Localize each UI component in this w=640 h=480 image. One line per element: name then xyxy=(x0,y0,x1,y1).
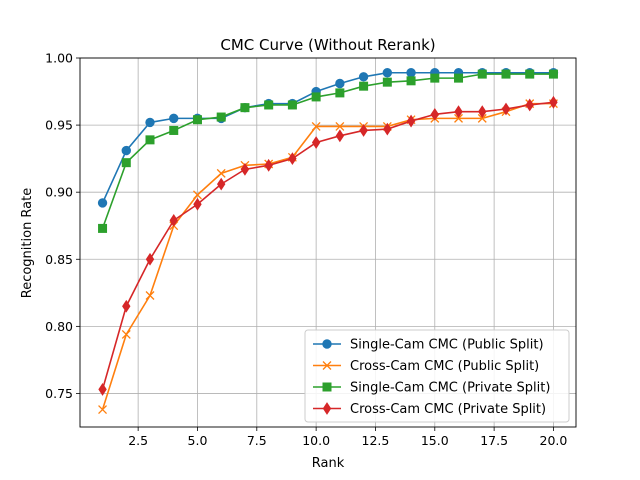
x-tick-label: 17.5 xyxy=(480,433,508,448)
data-point xyxy=(122,299,131,313)
chart-title: CMC Curve (Without Rerank) xyxy=(220,36,435,54)
data-point xyxy=(240,162,250,176)
data-point xyxy=(335,121,345,131)
plot-area: 2.5 5.0 7.5 10.0 12.5 15.0 17.5 20.0 0.75 0.80 0.8… xyxy=(45,51,577,448)
y-tick-label: 0.75 xyxy=(45,386,73,401)
data-point xyxy=(548,69,558,79)
legend-label: Single-Cam CMC (Public Split) xyxy=(350,338,544,353)
data-point xyxy=(98,405,108,415)
y-tick-label: 0.95 xyxy=(45,118,73,133)
data-point xyxy=(478,105,487,119)
y-tick-label: 0.80 xyxy=(45,319,73,334)
data-point xyxy=(192,115,202,125)
data-point xyxy=(169,113,179,124)
legend-item: Cross-Cam CMC (Private Split) xyxy=(313,402,546,417)
data-point xyxy=(383,122,392,136)
data-point xyxy=(145,291,155,300)
legend-marker xyxy=(322,339,332,349)
data-point xyxy=(264,100,274,110)
data-point xyxy=(121,158,131,168)
data-point xyxy=(240,103,250,113)
data-point xyxy=(454,113,463,123)
y-axis-label: Recognition Rate xyxy=(20,188,35,299)
y-tick-label: 0.90 xyxy=(45,185,73,200)
data-point xyxy=(549,95,558,109)
x-tick-label: 15.0 xyxy=(421,433,449,448)
legend-item: Single-Cam CMC (Public Split) xyxy=(313,338,544,353)
x-tick-label: 2.5 xyxy=(128,433,148,448)
data-point xyxy=(311,121,321,131)
data-point xyxy=(217,177,226,191)
data-point xyxy=(406,76,416,86)
data-point xyxy=(477,69,487,79)
data-point xyxy=(169,213,178,227)
data-point xyxy=(311,92,321,102)
data-point xyxy=(501,69,511,79)
data-point xyxy=(454,73,464,83)
data-point xyxy=(406,68,416,78)
data-point xyxy=(145,252,155,266)
x-axis-label: Rank xyxy=(312,456,345,471)
data-point xyxy=(145,117,155,128)
data-point xyxy=(98,223,108,233)
data-point xyxy=(525,98,534,112)
data-point xyxy=(193,197,202,211)
x-tick-label: 5.0 xyxy=(188,433,208,448)
data-point xyxy=(406,114,416,128)
data-point xyxy=(430,107,439,121)
data-point xyxy=(382,77,392,87)
legend-box xyxy=(304,329,570,423)
data-point xyxy=(216,112,226,122)
data-point xyxy=(525,69,535,79)
x-tick-label: 10.0 xyxy=(302,433,330,448)
legend-item: Single-Cam CMC (Private Split) xyxy=(313,381,550,396)
y-tick-label: 1.00 xyxy=(45,51,73,66)
x-tick-label: 12.5 xyxy=(362,433,390,448)
legend: Single-Cam CMC (Public Split) Cross-Cam C… xyxy=(304,329,570,423)
legend-marker xyxy=(322,382,332,392)
data-point xyxy=(264,158,273,172)
legend-marker xyxy=(322,402,332,415)
legend-label: Cross-Cam CMC (Private Split) xyxy=(350,402,546,417)
legend-item: Cross-Cam CMC (Public Split) xyxy=(313,359,539,374)
data-point xyxy=(98,383,107,396)
data-point xyxy=(430,73,440,83)
data-point xyxy=(216,168,226,178)
data-point xyxy=(382,68,393,78)
axes-frame xyxy=(79,57,577,428)
legend-marker xyxy=(322,361,332,370)
data-point xyxy=(454,105,463,119)
legend-label: Single-Cam CMC (Private Split) xyxy=(350,381,550,396)
data-point xyxy=(121,329,131,339)
x-tick-label: 7.5 xyxy=(247,433,267,448)
data-point xyxy=(359,124,368,137)
y-tick-label: 0.85 xyxy=(45,252,73,267)
data-point xyxy=(169,125,179,135)
data-point xyxy=(335,129,345,143)
data-point xyxy=(193,190,202,200)
data-point xyxy=(145,135,155,145)
data-point xyxy=(335,88,345,98)
data-point xyxy=(97,198,108,208)
series-4 xyxy=(98,95,558,396)
data-point xyxy=(501,102,511,116)
data-point xyxy=(287,100,297,110)
data-point xyxy=(335,78,345,89)
legend-label: Cross-Cam CMC (Public Split) xyxy=(350,359,539,374)
data-point xyxy=(477,113,487,123)
x-tick-label: 20.0 xyxy=(540,433,568,448)
data-point xyxy=(121,145,131,156)
series-3 xyxy=(98,69,558,233)
data-point xyxy=(358,72,369,82)
data-point xyxy=(311,136,321,149)
data-point xyxy=(288,152,297,166)
data-point xyxy=(359,81,369,91)
